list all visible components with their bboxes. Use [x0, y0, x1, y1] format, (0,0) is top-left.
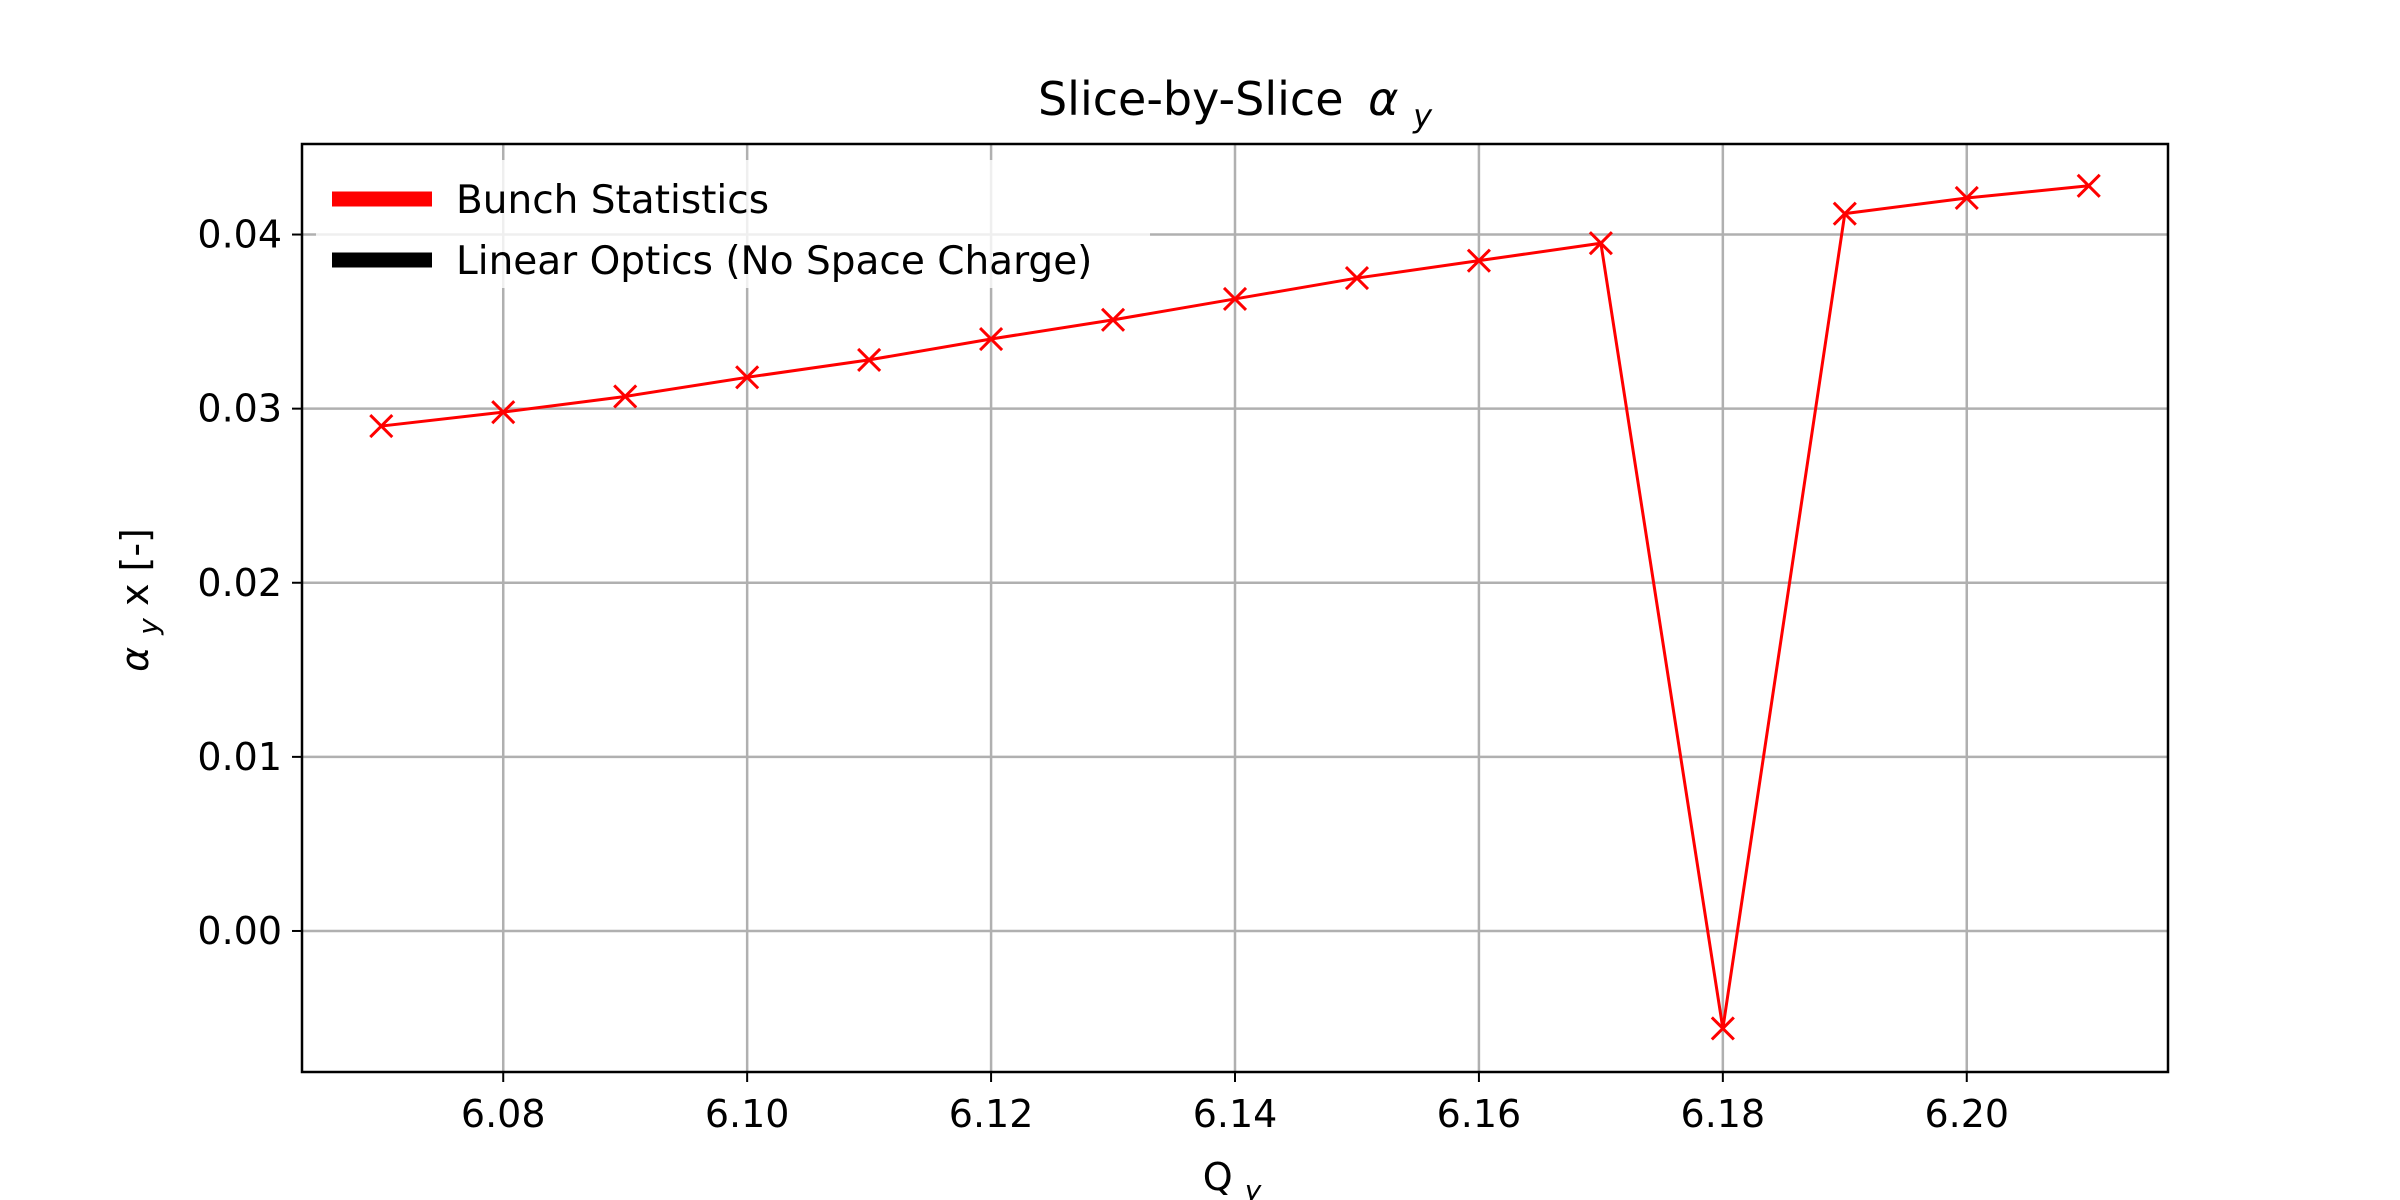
data-point-marker [1344, 266, 1370, 291]
y-tick-label: 0.01 [197, 735, 282, 779]
legend-label-bunch-statistics: Bunch Statistics [456, 178, 769, 223]
x-tick-label: 6.18 [1681, 1092, 1766, 1136]
y-tick-label: 0.02 [197, 561, 282, 605]
data-point-marker [1222, 286, 1248, 312]
data-point-marker [369, 413, 394, 439]
y-tick-label: 0.00 [197, 909, 282, 953]
x-tick-label: 6.12 [949, 1092, 1034, 1136]
legend: Bunch Statistics Linear Optics (No Space… [316, 160, 1150, 288]
data-point-marker [613, 384, 638, 409]
data-point-marker [1954, 185, 1979, 211]
y-tick-label: 0.03 [197, 387, 282, 431]
x-tick-label: 6.08 [461, 1092, 546, 1136]
data-point-marker [735, 365, 760, 390]
data-point-marker [1710, 1016, 1735, 1041]
y-tick-label: 0.04 [197, 213, 282, 257]
x-tick-label: 6.14 [1193, 1092, 1278, 1136]
x-axis-label: Q y [1203, 1155, 1262, 1200]
legend-label-linear-optics: Linear Optics (No Space Charge) [456, 239, 1092, 284]
data-point-marker [491, 400, 516, 425]
chart-title: Slice-by-Slice α y [1038, 72, 1433, 135]
chart-title-symbol: α [1368, 72, 1398, 126]
data-point-marker [1588, 231, 1613, 256]
axis-ticks: 6.08 6.10 6.12 6.14 6.16 6.18 6.20 0.00 0.01 0.02… [197, 213, 2009, 1136]
series-layer [369, 173, 2101, 1041]
y-axis-label-subscript: y [132, 618, 165, 636]
x-tick-label: 6.10 [705, 1092, 790, 1136]
x-axis-label-subscript: y [1244, 1174, 1262, 1200]
chart-title-text: Slice-by-Slice [1038, 72, 1344, 126]
data-point-marker [979, 326, 1004, 352]
x-tick-label: 6.20 [1924, 1092, 2009, 1136]
y-axis-label: α y x [-] [113, 528, 167, 672]
data-point-marker [857, 347, 882, 372]
y-axis-label-symbol: α [113, 647, 157, 672]
data-point-marker [1832, 201, 1857, 226]
data-point-marker [2076, 173, 2101, 198]
chart-title-subscript: y [1412, 97, 1433, 135]
y-axis-label-suffix: x [-] [113, 528, 157, 606]
data-point-marker [1100, 307, 1126, 332]
data-point-marker [1466, 248, 1491, 273]
x-tick-label: 6.16 [1437, 1092, 1522, 1136]
x-axis-label-text: Q [1203, 1155, 1233, 1199]
